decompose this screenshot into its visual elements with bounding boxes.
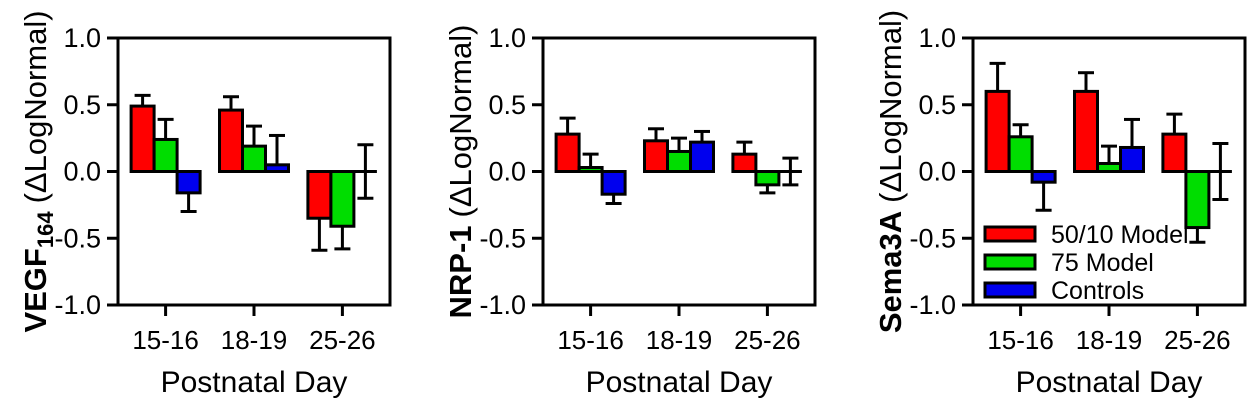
x-tick-label: 15-16 [132,325,199,355]
x-tick-label: 18-19 [221,325,288,355]
legend-label: Controls [1051,277,1144,305]
y-tick-label: -1.0 [909,290,956,320]
bar-Controls-15-16 [175,170,202,195]
panel-NRP-1: 1.0 0.5 0.0 -0.5 -1.0 15-16 18-19 25-26 NRP-1(ΔL… [443,23,817,399]
bar-Controls-18-19 [1119,145,1145,174]
bar-75 Model-15-16 [152,137,179,174]
panel-VEGF164: 1.0 0.5 0.0 -0.5 -1.0 15-16 18-19 25-26 VEGF164(… [18,10,392,399]
legend-label: 75 Model [1051,249,1154,277]
y-tick-label: -1.0 [54,290,101,320]
bar-50/10 Model-25-26 [731,152,758,174]
legend-swatch-Controls [983,281,1037,299]
y-tick-label: 0.0 [63,157,101,187]
bar-75 Model-25-26 [754,170,781,187]
bar-50/10 Model-25-26 [1161,132,1188,173]
y-axis-label: NRP-1(ΔLogNormal) [443,25,478,319]
x-tick-label: 25-26 [309,325,376,355]
x-axis-label: Postnatal Day [161,366,348,399]
x-axis-label: Postnatal Day [586,366,773,399]
bar-75 Model-25-26 [329,170,356,228]
y-tick-label: -0.5 [479,223,526,253]
y-axis-label: Sema3A(ΔLogNormal) [873,10,908,333]
bar-75 Model-18-19 [1096,161,1122,174]
bar-75 Model-15-16 [577,165,604,173]
y-tick-label: 0.0 [918,157,956,187]
legend-swatch-75 Model [983,253,1037,271]
x-tick-label: 18-19 [646,325,713,355]
bar-Controls-18-19 [264,163,290,173]
bar-Controls-15-16 [600,170,627,196]
y-tick-label: 1.0 [63,23,101,53]
panel-Sema3A: 1.0 0.5 0.0 -0.5 -1.0 15-16 18-19 25-26 Sema3A(Δ… [873,10,1247,399]
y-tick-label: 0.5 [488,90,526,120]
y-axis-label: VEGF164(ΔLogNormal) [18,10,58,332]
x-tick-label: 15-16 [987,325,1054,355]
y-tick-label: -1.0 [479,290,526,320]
x-axis-label: Postnatal Day [1016,366,1203,399]
bar-50/10 Model-15-16 [554,132,581,173]
bar-Controls-15-16 [1030,170,1057,184]
bar-50/10 Model-18-19 [218,108,244,173]
y-tick-label: -0.5 [909,223,956,253]
x-tick-label: 25-26 [1164,325,1231,355]
legend-label: 50/10 Model [1051,221,1189,249]
y-tick-label: 0.0 [488,157,526,187]
y-tick-label: 0.5 [63,90,101,120]
bar-50/10 Model-15-16 [984,89,1011,173]
y-tick-label: 1.0 [488,23,526,53]
bar-75 Model-18-19 [241,144,267,173]
bar-75 Model-15-16 [1007,135,1034,173]
x-tick-label: 15-16 [557,325,624,355]
y-tick-label: 0.5 [918,90,956,120]
x-tick-label: 18-19 [1076,325,1143,355]
bar-50/10 Model-25-26 [306,170,333,220]
bar-50/10 Model-18-19 [1073,89,1099,173]
bar-75 Model-25-26 [1184,170,1211,230]
legend-swatch-50/10 Model [983,225,1037,243]
bar-75 Model-18-19 [666,149,692,174]
x-tick-label: 25-26 [734,325,801,355]
bar-50/10 Model-18-19 [643,139,669,173]
bar-Controls-18-19 [689,140,715,174]
bar-50/10 Model-15-16 [129,104,156,173]
y-tick-label: -0.5 [54,223,101,253]
y-tick-label: 1.0 [918,23,956,53]
